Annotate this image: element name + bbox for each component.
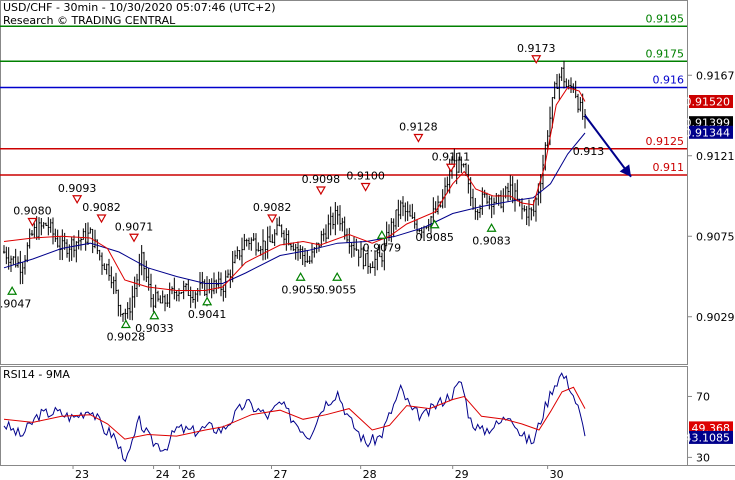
- down-triangle-icon: [267, 214, 278, 224]
- rsi-line: [3, 372, 586, 463]
- rsi-panel-title: RSI14 - 9MA: [3, 368, 70, 381]
- time-tick-label: 26: [181, 468, 195, 480]
- price-tick-label: 0.9121: [696, 150, 735, 163]
- swing-high-label: 0.9173: [517, 42, 556, 55]
- level-label: 0.9195: [646, 12, 685, 25]
- level-label: 0.9175: [646, 47, 685, 60]
- swing-high-label: 0.9098: [302, 173, 341, 186]
- swing-low-label: 0.9055: [281, 283, 320, 296]
- fast-moving-average: [3, 86, 586, 291]
- down-triangle-icon: [72, 195, 83, 204]
- price-tick-label: 0.9029: [696, 311, 735, 324]
- swing-low-label: 0.9033: [135, 322, 174, 335]
- time-tick-label: 23: [75, 468, 89, 480]
- rsi-value-tag-label: 43.1085: [685, 431, 731, 444]
- down-triangle-icon: [445, 163, 456, 173]
- swing-high-label: 0.9111: [432, 150, 471, 163]
- time-tick-label: 29: [455, 468, 469, 480]
- swing-low-label: 0.9085: [415, 231, 454, 244]
- down-triangle-icon: [315, 186, 326, 196]
- up-triangle-icon: [486, 223, 497, 232]
- price-tick-label: 0.9075: [696, 230, 735, 243]
- up-triangle-icon: [295, 272, 306, 281]
- swing-low-label: 0.9047: [0, 297, 31, 310]
- price-tag: [689, 95, 733, 108]
- price-tag-label: 0.91344: [685, 126, 731, 139]
- down-triangle-icon: [27, 217, 38, 227]
- rsi-tick-label: 70: [696, 390, 710, 403]
- up-triangle-icon: [120, 319, 131, 329]
- rsi-tick-label: 30: [696, 451, 710, 464]
- time-tick-label: 28: [363, 468, 377, 480]
- up-triangle-icon: [7, 286, 18, 295]
- down-triangle-icon: [128, 233, 140, 243]
- rsi-ma-line: [3, 386, 586, 440]
- swing-high-label: 0.9128: [399, 121, 438, 134]
- projection-arrowhead-icon: [619, 164, 632, 177]
- up-triangle-icon: [332, 272, 343, 281]
- chart-title: USD/CHF - 30min - 10/30/2020 05:07:46 (U…: [3, 1, 276, 14]
- swing-high-label: 0.9071: [115, 220, 154, 233]
- price-tag-label: 0.91520: [685, 96, 731, 109]
- price-tag: [689, 125, 733, 139]
- down-triangle-icon: [360, 182, 371, 192]
- down-triangle-icon: [413, 133, 424, 143]
- up-triangle-icon: [376, 230, 387, 239]
- swing-low-label: 0.9041: [188, 308, 227, 321]
- time-tick-label: 24: [156, 468, 170, 480]
- price-tick-label: 0.9167: [696, 69, 735, 82]
- up-triangle-icon: [202, 296, 213, 306]
- up-triangle-icon: [429, 219, 440, 229]
- target-label: 0.913: [573, 145, 605, 158]
- rsi-value-tag: [689, 430, 733, 444]
- swing-low-label: 0.9079: [363, 241, 402, 254]
- swing-high-label: 0.9082: [253, 201, 292, 214]
- price-panel-frame: [0, 0, 688, 365]
- down-triangle-icon: [531, 55, 542, 64]
- rsi-panel-frame: [0, 366, 688, 466]
- level-label: 0.911: [653, 161, 685, 174]
- time-tick-label: 30: [550, 468, 564, 480]
- swing-low-label: 0.9055: [318, 283, 357, 296]
- chart-subtitle: Research © TRADING CENTRAL: [3, 14, 176, 27]
- swing-high-label: 0.9093: [58, 182, 97, 195]
- swing-high-label: 0.9082: [82, 201, 121, 214]
- level-label: 0.916: [653, 74, 685, 87]
- swing-high-label: 0.9100: [346, 170, 385, 183]
- swing-low-label: 0.9028: [107, 331, 146, 344]
- swing-low-label: 0.9083: [472, 234, 511, 247]
- up-triangle-icon: [149, 310, 160, 320]
- projection-arrow-line: [584, 114, 632, 178]
- level-label: 0.9125: [646, 135, 685, 148]
- time-tick-label: 27: [273, 468, 287, 480]
- swing-high-label: 0.9080: [13, 205, 52, 218]
- down-triangle-icon: [96, 214, 107, 224]
